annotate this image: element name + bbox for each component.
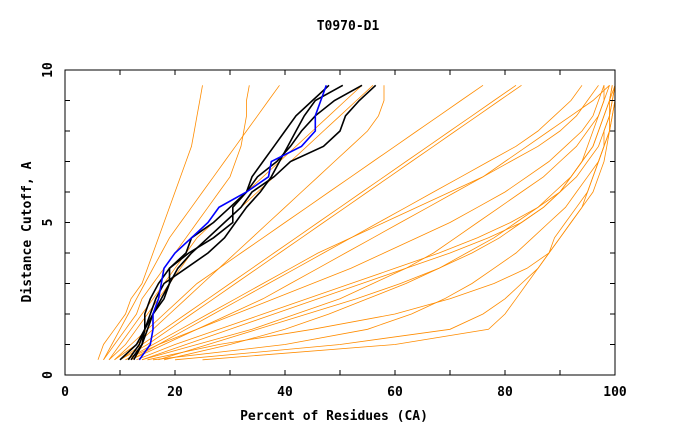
plot-frame (64, 69, 616, 376)
series-line-other (163, 85, 613, 361)
series-line-other (141, 85, 610, 361)
y-tick-label: 0 (41, 371, 56, 379)
x-tick-label: 100 (603, 385, 627, 400)
y-tick-label: 5 (41, 219, 56, 227)
series-line-other (114, 84, 484, 361)
series-line-top (127, 84, 344, 361)
y-tick-label: 10 (41, 62, 56, 78)
series-line-top (133, 84, 363, 361)
series-line-other (125, 85, 599, 361)
series-line-other (97, 85, 203, 360)
series-line-top (130, 84, 377, 361)
x-tick-label: 40 (277, 385, 293, 400)
series-line-other (119, 84, 522, 361)
x-tick-label: 20 (167, 385, 183, 400)
series-line-other (202, 85, 613, 361)
series-line-other (158, 85, 616, 361)
series-line-highlight (138, 85, 328, 361)
y-axis-label: Distance Cutoff, A (20, 161, 35, 302)
series-line-top (119, 84, 330, 361)
series-line-other (125, 85, 605, 361)
series-line-other (141, 85, 605, 361)
series-layer (97, 84, 616, 361)
series-line-other (114, 85, 385, 361)
series-line-other (103, 85, 280, 360)
series-line-other (103, 85, 250, 361)
x-tick-label: 80 (497, 385, 513, 400)
series-line-other (130, 85, 583, 361)
chart-title: T0970-D1 (317, 19, 380, 34)
series-line-other (147, 85, 616, 361)
x-tick-label: 60 (387, 385, 403, 400)
x-axis-label: Percent of Residues (CA) (240, 409, 428, 424)
series-line-other (136, 85, 616, 361)
series-line-other (119, 84, 517, 361)
series-line-other (130, 85, 610, 361)
x-tick-label: 0 (61, 385, 69, 400)
axis-layer: 0 20 40 60 80 100 0 5 10 (41, 62, 627, 400)
